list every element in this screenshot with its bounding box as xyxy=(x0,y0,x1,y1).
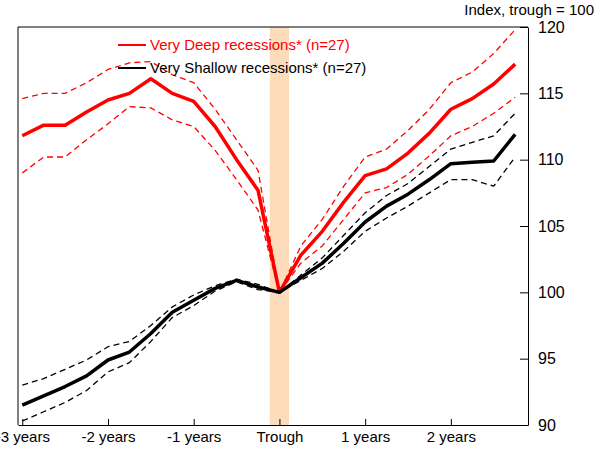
y-tick-label: 100 xyxy=(538,284,565,301)
legend-label: Very Shallow recessions* (n=27) xyxy=(150,59,366,76)
y-tick-mark xyxy=(520,292,528,293)
legend-swatch xyxy=(118,44,146,46)
legend-swatch xyxy=(118,67,146,69)
y-tick-mark xyxy=(520,359,528,360)
y-tick-label: 105 xyxy=(538,218,565,235)
x-tick-label: Trough xyxy=(256,428,303,445)
frame-left xyxy=(18,27,19,425)
band-line xyxy=(22,97,515,292)
chart: 90 95 100 105 110 115 120 -3 years -2 years -1 ye… xyxy=(0,0,600,450)
series-line xyxy=(22,134,515,405)
x-tick-mark xyxy=(279,419,280,425)
x-tick: -2 years xyxy=(81,419,135,445)
y-tick-mark xyxy=(520,93,528,94)
x-tick-label: -3 years xyxy=(0,428,50,445)
plot-area xyxy=(22,27,515,425)
x-tick: -1 years xyxy=(167,419,221,445)
legend: Very Deep recessions* (n=27) Very Shallow… xyxy=(118,36,366,76)
trough-band xyxy=(270,27,289,425)
x-tick-label: -1 years xyxy=(167,428,221,445)
series-line xyxy=(22,64,515,292)
y-axis-line xyxy=(528,28,529,426)
y-tick-mark xyxy=(520,160,528,161)
y-tick-label: 110 xyxy=(538,151,564,168)
legend-item: Very Shallow recessions* (n=27) xyxy=(118,59,366,76)
x-tick-mark xyxy=(451,419,452,425)
y-tick: 110 xyxy=(520,151,564,168)
y-tick-label: 115 xyxy=(538,85,564,102)
legend-item: Very Deep recessions* (n=27) xyxy=(118,36,350,53)
x-tick: 2 years xyxy=(427,419,476,445)
frame xyxy=(18,27,528,425)
x-tick: Trough xyxy=(256,419,303,445)
band-line xyxy=(22,30,515,293)
x-axis-line xyxy=(19,425,529,426)
legend-label: Very Deep recessions* (n=27) xyxy=(150,36,350,53)
x-tick: 1 years xyxy=(341,419,390,445)
y-tick: 105 xyxy=(520,218,565,235)
y-axis: 90 95 100 105 110 115 120 xyxy=(520,19,565,434)
x-tick-label: 2 years xyxy=(427,428,476,445)
x-tick-label: -2 years xyxy=(81,428,135,445)
y-tick: 120 xyxy=(520,19,565,36)
y-tick-mark xyxy=(520,27,528,28)
y-tick-label: 90 xyxy=(538,417,556,434)
y-tick: 115 xyxy=(520,85,564,102)
y-tick-label: 95 xyxy=(538,350,556,367)
y-tick: 100 xyxy=(520,284,565,301)
x-tick-label: 1 years xyxy=(341,428,390,445)
y-tick-mark xyxy=(520,226,528,227)
x-tick-mark xyxy=(194,419,195,425)
frame-top xyxy=(18,27,528,28)
x-tick-mark xyxy=(22,419,23,425)
x-tick-mark xyxy=(108,419,109,425)
x-axis: -3 years -2 years -1 years Trough 1 years 2 y… xyxy=(0,419,529,445)
y-tick: 95 xyxy=(520,350,556,367)
x-tick: -3 years xyxy=(0,419,50,445)
y-axis-title: Index, trough = 100 xyxy=(464,1,594,18)
x-tick-mark xyxy=(365,419,366,425)
y-tick-label: 120 xyxy=(538,19,565,36)
